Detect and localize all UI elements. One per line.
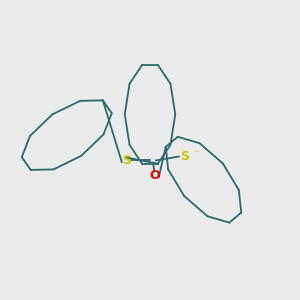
- Text: O: O: [149, 169, 160, 182]
- Text: ⁻: ⁻: [193, 149, 198, 159]
- Text: S: S: [180, 150, 189, 163]
- Text: S: S: [122, 154, 131, 167]
